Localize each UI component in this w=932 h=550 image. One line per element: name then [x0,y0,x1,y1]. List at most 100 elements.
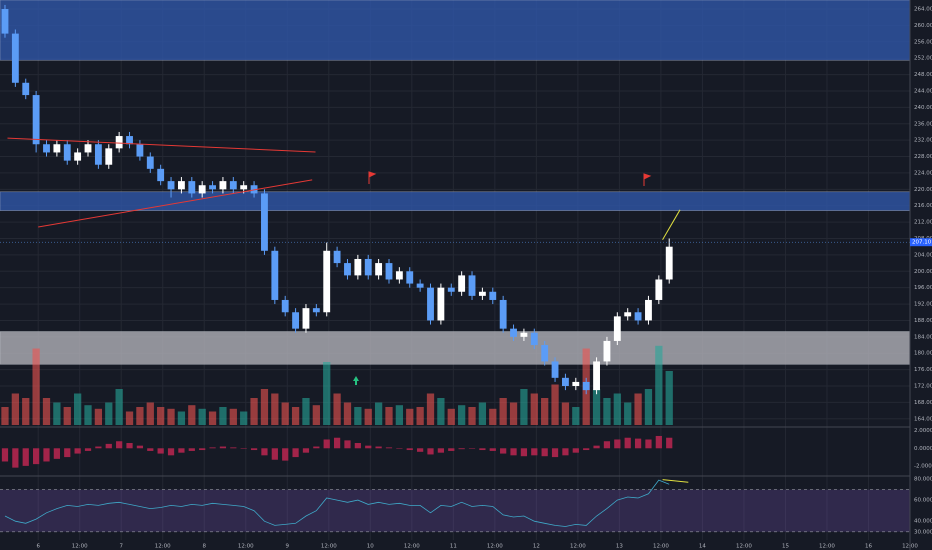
candle-body [292,312,300,329]
y-tick-label: 232.00 [914,138,932,144]
candle-body [385,263,393,280]
volume-bar [489,408,497,425]
volume-bar [312,405,320,425]
candle-body [375,263,383,276]
y-tick-label: 248.00 [914,72,932,78]
rsi-tick-label: 30.0000 [914,529,932,535]
macd-bar [178,448,185,453]
macd-bar [500,448,507,454]
macd-bar [396,448,403,449]
rsi-line [4,479,670,527]
volume-bar [53,402,61,425]
macd-bar [313,446,320,449]
candle-body [572,381,580,387]
y-tick-label: 256.00 [914,39,932,45]
candle-body [551,361,559,378]
candle-body [437,287,445,321]
candle-body [115,136,123,149]
macd-bar [458,448,465,450]
candle-body [11,33,19,83]
volume-bar [115,389,123,425]
candle-body [281,299,289,313]
macd-bar [406,448,413,451]
candle-body [94,144,102,165]
macd-bar [240,448,247,449]
macd-bar [531,448,538,456]
candle-body [468,275,476,296]
macd-bar [74,448,81,454]
macd-bar [33,448,40,465]
macd-bar [562,448,569,456]
volume-bar [374,402,383,425]
volume-bar [84,405,92,425]
macd-bar [614,439,621,449]
macd-tick-label: 2.0000 [914,428,932,434]
macd-bar [95,446,102,449]
x-tick-label: 11 [450,544,457,550]
macd-bar [448,448,455,451]
candle-body [624,312,632,317]
macd-bar [427,448,434,455]
volume-bar [665,371,673,425]
x-tick-label: 12:00 [570,544,586,550]
candle-body [613,316,621,341]
price-zone [0,0,911,61]
candle-body [22,82,30,96]
x-tick-label: 12:00 [487,544,503,550]
candle-body [603,340,611,362]
x-tick-label: 14 [699,544,706,550]
candle-body [344,263,351,276]
macd-bar [22,448,29,466]
macd-bar [188,448,195,451]
x-tick-label: 12:00 [736,544,752,550]
volume-bar [592,389,601,425]
volume-bar [302,398,310,425]
macd-bar [230,447,237,449]
volume-bar [229,408,237,425]
volume-bar [136,407,144,425]
macd-bar [437,448,444,453]
candle-body [126,136,133,145]
candle-body [447,287,455,292]
volume-bar [146,402,154,425]
volume-bar [167,408,175,425]
macd-bar [43,448,50,462]
rsi-tick-label: 60.0000 [914,498,932,504]
volume-bar [395,405,404,425]
y-tick-label: 164.00 [914,416,932,422]
macd-bar [136,445,144,449]
y-tick-label: 260.00 [914,23,932,29]
macd-bar [489,448,496,451]
candle-body [416,283,424,288]
candle-body [136,144,144,157]
candle-body [209,185,216,190]
candle-body [271,250,279,300]
macd-bar [468,448,476,449]
volume-bar [343,402,352,425]
candle-body [146,156,154,169]
flag-icon [368,171,377,184]
macd-bar [344,440,351,449]
macd-bar [147,448,154,451]
candle-body [188,181,196,194]
candle-body [312,308,320,313]
candle-body [167,181,175,190]
y-tick-label: 200.00 [914,269,932,275]
volume-bar [73,393,82,425]
y-tick-label: 176.00 [914,367,932,373]
candle-body [364,258,372,276]
macd-bar [157,448,164,454]
candle-body [406,271,414,284]
volume-bar [94,408,103,425]
volume-bar [157,407,165,425]
volume-bar [458,405,466,425]
trendline [38,179,313,228]
y-tick-label: 172.00 [914,384,932,390]
macd-bar [116,441,123,449]
macd-bar [572,448,579,453]
candle-body [250,185,258,194]
volume-bar [219,407,227,425]
volume-bar [208,411,217,425]
volume-bar [333,393,341,425]
price-zone [0,191,911,211]
